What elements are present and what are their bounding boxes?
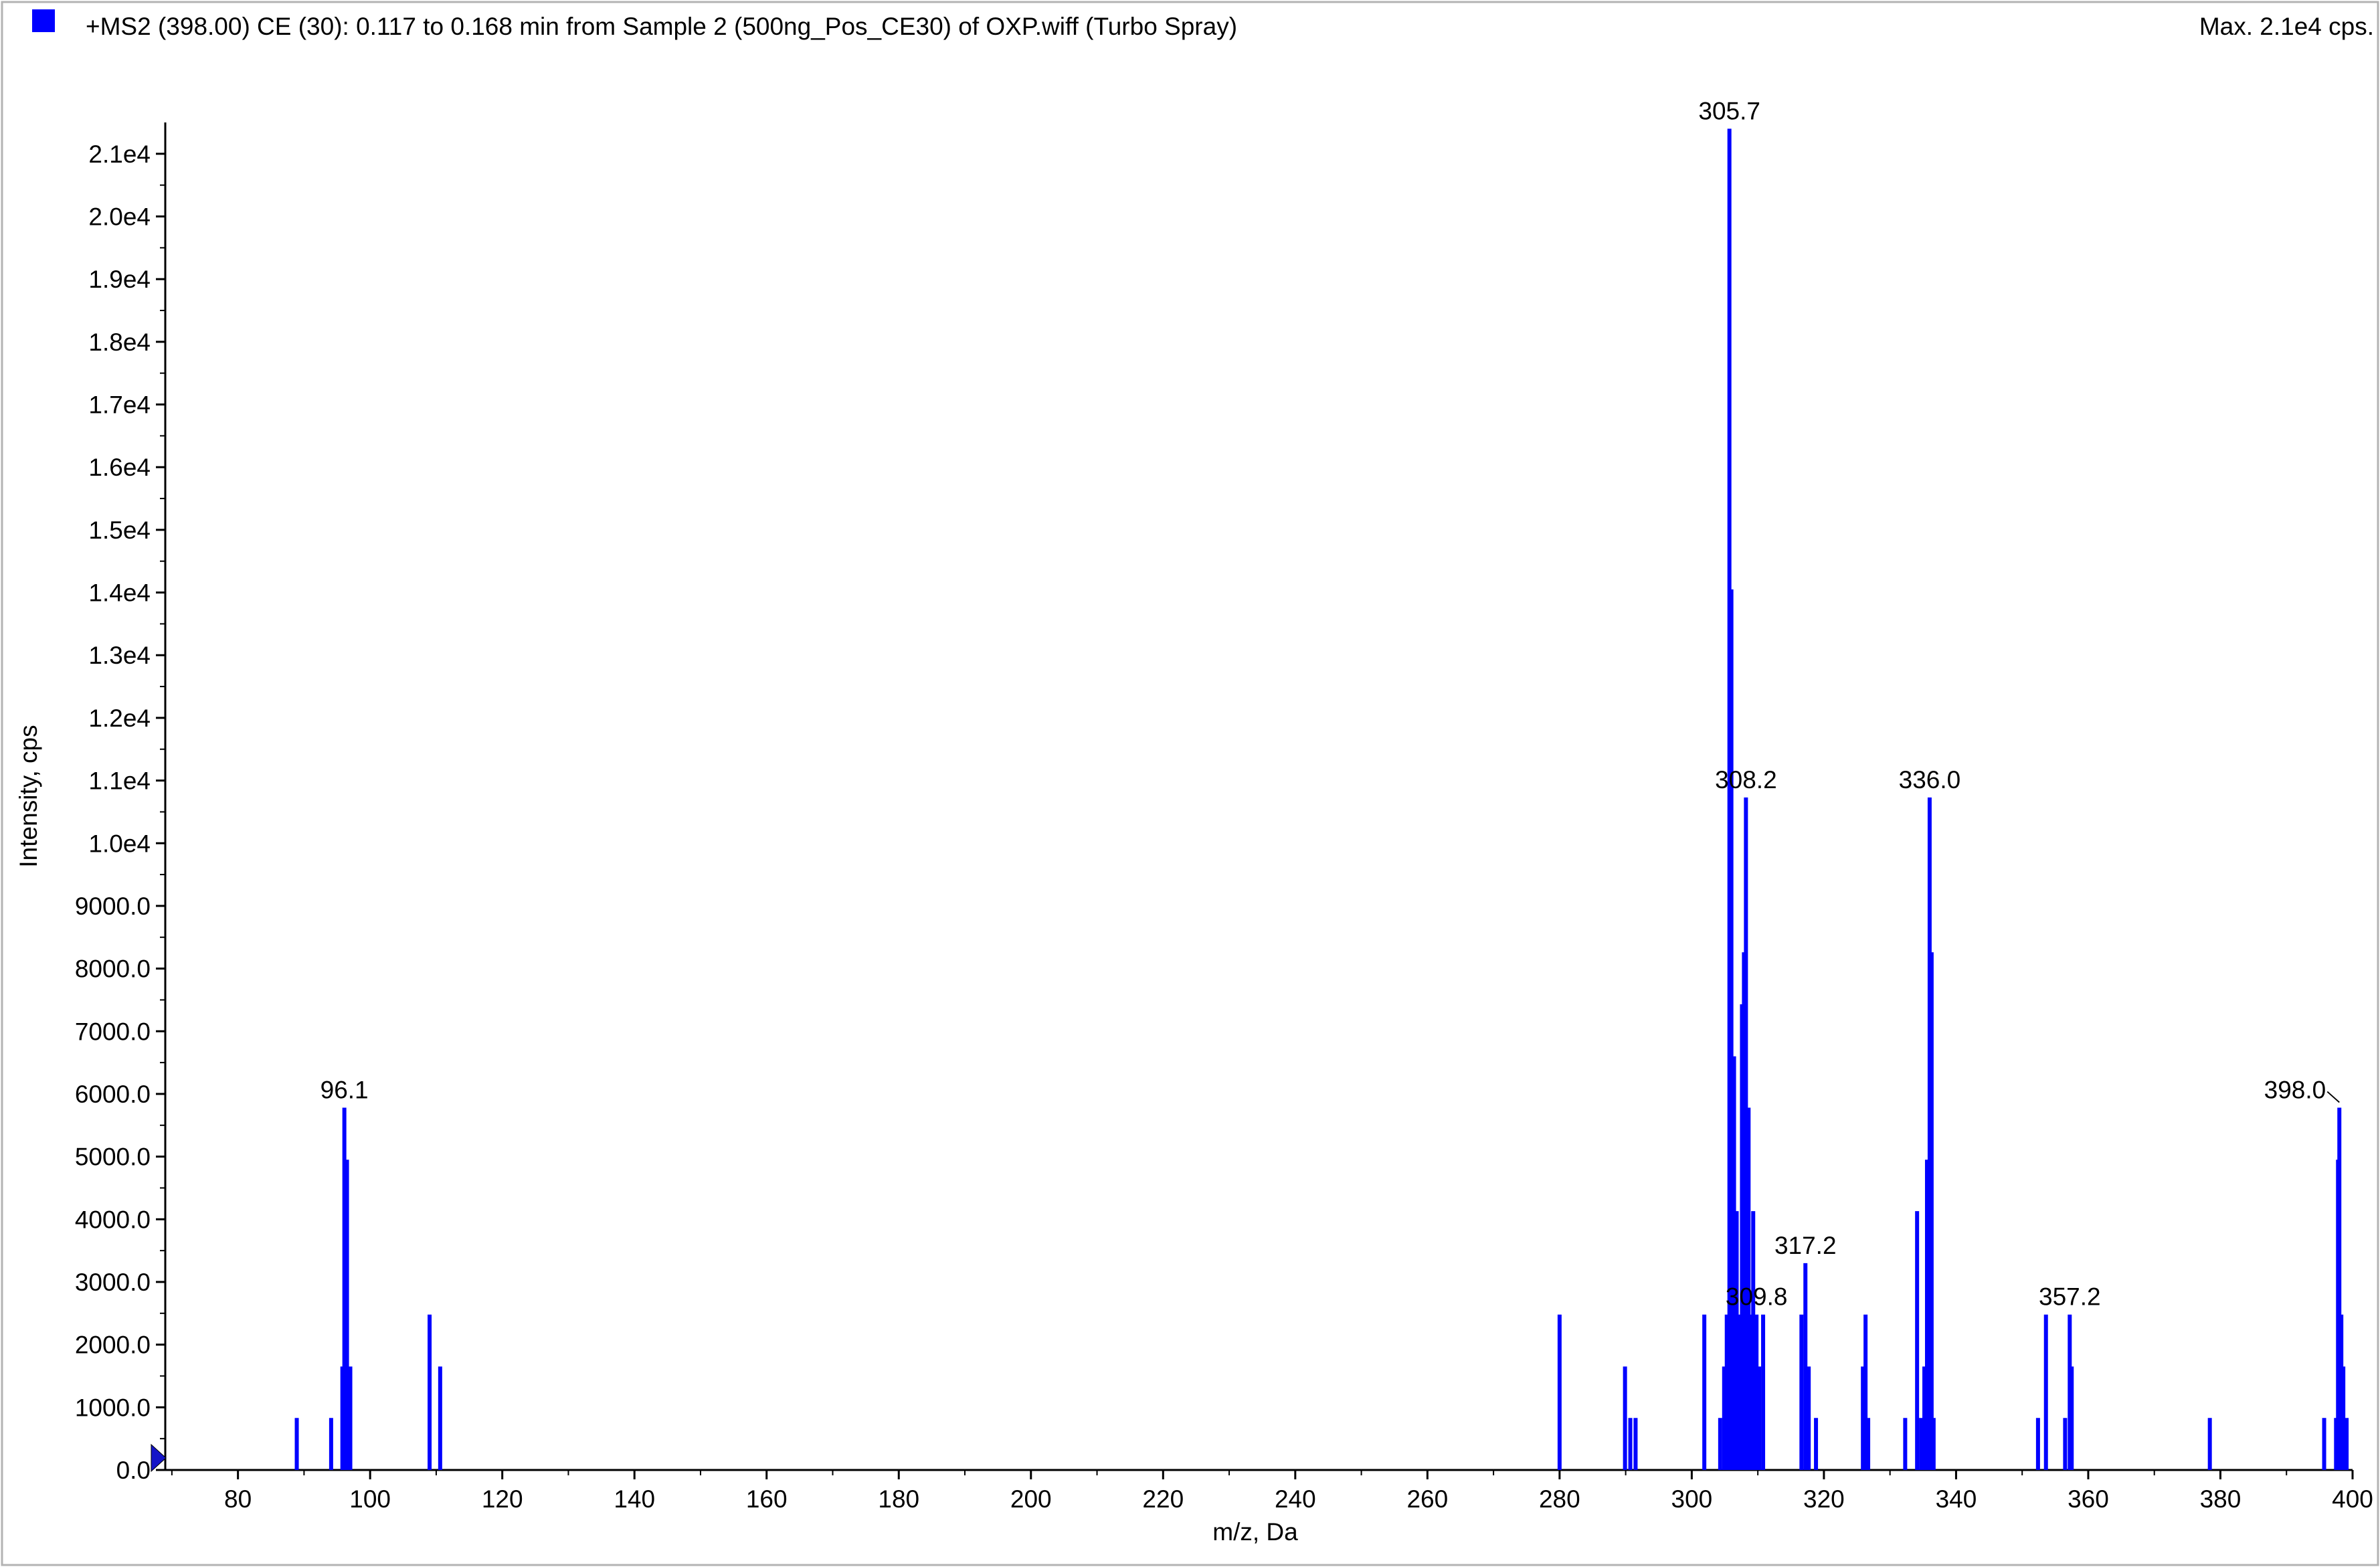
y-tick-label: 8000.0 [75,955,151,983]
y-tick-label: 1.3e4 [88,642,151,669]
y-tick-label: 1000.0 [75,1394,151,1421]
max-intensity-label: Max. 2.1e4 cps. [2199,13,2374,40]
x-ticks: 80 100 120 140 160 180 200 220 240 260 280 300 320 34… [171,1470,2373,1513]
y-tick-label: 1.5e4 [88,517,151,544]
y-tick-label: 0.0 [116,1457,151,1484]
y-tick-label: 2.1e4 [88,141,151,168]
x-tick-label: 340 [1936,1485,1977,1513]
peak-label: 308.2 [1715,766,1777,794]
peak-label: 96.1 [321,1077,369,1104]
peak-label: 309.8 [1726,1283,1788,1311]
x-tick-label: 280 [1539,1485,1580,1513]
x-tick-label: 240 [1275,1485,1316,1513]
peak-label-leader [2326,1091,2340,1103]
x-tick-label: 360 [2068,1485,2109,1513]
y-axis-zero-marker[interactable] [151,1443,167,1473]
y-ticks: 0.0 1000.0 2000.0 3000.0 4000.0 5000.0 6000.0 7… [75,141,165,1484]
y-tick-label: 1.2e4 [88,705,151,732]
x-tick-label: 80 [224,1485,252,1513]
y-tick-label: 2.0e4 [88,203,151,231]
x-tick-label: 260 [1406,1485,1448,1513]
y-tick-label: 9000.0 [75,893,151,920]
y-tick-label: 3000.0 [75,1269,151,1296]
axes [151,122,2353,1473]
y-tick-label: 1.7e4 [88,391,151,419]
x-tick-label: 120 [482,1485,523,1513]
y-axis-title: Intensity, cps [15,725,42,867]
peak-labels: 96.1 305.7 308.2 336.0 317.2 309.8 357.2 398.0 [321,97,2340,1311]
peak-label: 305.7 [1698,97,1760,124]
x-tick-label: 400 [2332,1485,2373,1513]
peak-label: 336.0 [1899,766,1961,794]
y-tick-label: 1.6e4 [88,454,151,481]
peak-label: 357.2 [2039,1283,2101,1311]
x-tick-label: 140 [614,1485,655,1513]
chart-header-title: +MS2 (398.00) CE (30): 0.117 to 0.168 mi… [86,13,1237,40]
y-tick-label: 2000.0 [75,1331,151,1359]
y-tick-label: 6000.0 [75,1081,151,1108]
y-tick-label: 7000.0 [75,1018,151,1045]
spectrum-peaks [294,128,2349,1470]
x-tick-label: 300 [1671,1485,1713,1513]
x-tick-label: 380 [2200,1485,2241,1513]
y-tick-label: 1.1e4 [88,767,151,795]
peak-label: 317.2 [1774,1232,1837,1259]
peak-label: 398.0 [2264,1077,2326,1104]
x-tick-label: 320 [1803,1485,1845,1513]
y-tick-label: 1.9e4 [88,266,151,293]
x-tick-label: 160 [746,1485,788,1513]
y-tick-label: 1.4e4 [88,579,151,607]
x-tick-label: 180 [878,1485,919,1513]
x-tick-label: 220 [1142,1485,1184,1513]
y-tick-label: 1.0e4 [88,830,151,857]
y-tick-label: 4000.0 [75,1206,151,1233]
x-tick-label: 100 [349,1485,391,1513]
legend-swatch [32,9,55,32]
x-axis-title: m/z, Da [1212,1518,1298,1546]
x-tick-label: 200 [1010,1485,1052,1513]
y-tick-label: 5000.0 [75,1143,151,1171]
y-tick-label: 1.8e4 [88,329,151,356]
